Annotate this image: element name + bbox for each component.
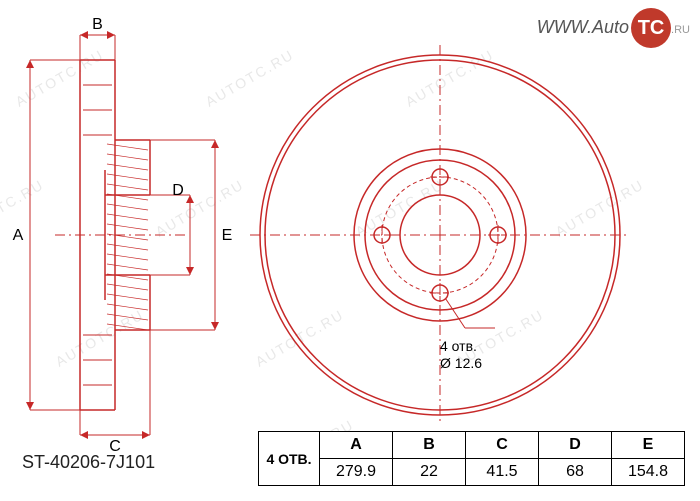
- dimension-table: 4 ОТВ. A B C D E 279.9 22 41.5 68 154.8: [258, 431, 685, 486]
- svg-text:A: A: [13, 227, 24, 244]
- technical-drawing: ABCDE: [0, 0, 700, 501]
- svg-text:E: E: [222, 227, 233, 244]
- table-header: B: [393, 432, 466, 459]
- table-cell: 154.8: [612, 459, 685, 486]
- bolt-hole-note: 4 отв. Ø 12.6: [440, 338, 482, 372]
- table-header: A: [320, 432, 393, 459]
- hole-count-label: 4 отв.: [440, 338, 477, 354]
- svg-text:D: D: [172, 182, 184, 199]
- table-cell: 68: [539, 459, 612, 486]
- table-row-label: 4 ОТВ.: [259, 432, 320, 486]
- table-cell: 22: [393, 459, 466, 486]
- table-header: D: [539, 432, 612, 459]
- table-cell: 279.9: [320, 459, 393, 486]
- table-header: C: [466, 432, 539, 459]
- table-cell: 41.5: [466, 459, 539, 486]
- svg-text:B: B: [92, 16, 103, 33]
- part-number: ST-40206-7J101: [22, 452, 155, 473]
- table-header: E: [612, 432, 685, 459]
- hole-diameter-label: Ø 12.6: [440, 355, 482, 371]
